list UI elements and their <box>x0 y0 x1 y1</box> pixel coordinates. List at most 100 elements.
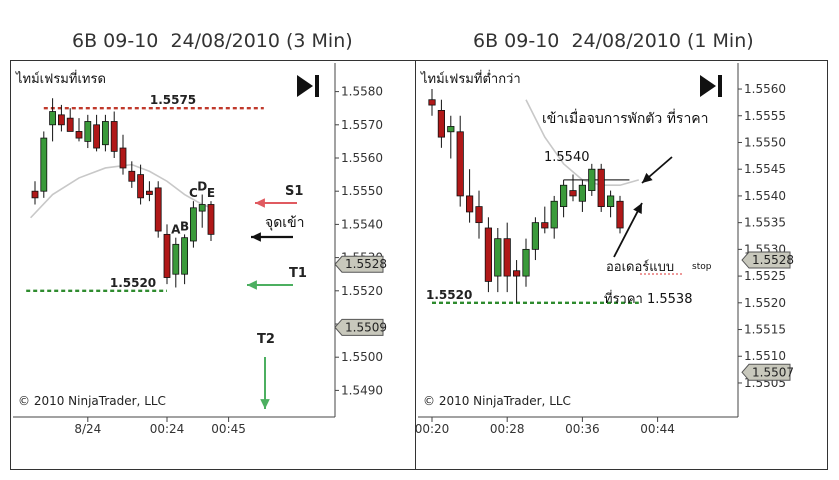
y-tick-label: 1.5545 <box>744 162 786 176</box>
annotation-entry-text: เข้าเมื่อจบการพักตัว ที่ราคา <box>542 109 709 127</box>
price-tag-label: 1.5528 <box>345 257 387 271</box>
candle-body <box>58 114 65 126</box>
moving-average-line <box>30 163 212 219</box>
chart-title-right: 6B 09-10 24/08/2010 (1 Min) <box>473 30 754 52</box>
candle-body <box>207 204 215 235</box>
candle-body <box>428 99 436 106</box>
annotation-order: ออเดอร์แบบ <box>606 259 674 275</box>
y-tick-label: 1.5540 <box>744 189 786 203</box>
candle-body <box>66 117 74 132</box>
arrow-s1-head <box>255 198 265 208</box>
candle-body <box>475 206 483 224</box>
candle-body <box>559 184 568 208</box>
x-tick-label: 00:24 <box>150 422 185 436</box>
candle-body <box>606 195 615 208</box>
candlestick-chart-right[interactable]: ไทม์เฟรมที่ต่ำกว่า © 2010 NinjaTrader, LL… <box>416 61 827 469</box>
candle-letter-label: C <box>189 186 198 200</box>
y-tick-label: 1.5490 <box>341 383 383 397</box>
chart-panel-left: ไทม์เฟรมที่เทรด © 2010 NinjaTrader, LLC 1.… <box>10 60 416 470</box>
play-to-end-icon <box>297 75 313 97</box>
copyright-label: © 2010 NinjaTrader, LLC <box>18 394 166 408</box>
candle-body <box>163 233 171 278</box>
y-tick-label: 1.5560 <box>341 151 383 165</box>
candle-body <box>189 207 197 242</box>
candle-body <box>597 168 605 208</box>
annotation-at-price: ที่ราคา 1.5538 <box>604 290 692 307</box>
annotation-t2: T2 <box>257 332 275 347</box>
x-tick-label: 00:45 <box>211 422 246 436</box>
candle-body <box>494 238 502 277</box>
candle-body <box>145 190 153 195</box>
annotation-price: 1.5540 <box>544 150 590 165</box>
level-label: 1.5520 <box>426 288 472 302</box>
arrow-t2-head <box>260 399 270 409</box>
candle-body <box>93 124 100 149</box>
candle-body <box>578 184 586 202</box>
x-tick-label: 00:44 <box>640 422 675 436</box>
level-label: 1.5575 <box>150 93 196 107</box>
candle-body <box>522 248 530 277</box>
y-tick-label: 1.5560 <box>744 82 786 96</box>
annotation-entry: จุดเข้า <box>265 215 305 231</box>
y-tick-label: 1.5520 <box>744 296 786 310</box>
price-tag <box>741 251 791 269</box>
y-tick-label: 1.5550 <box>341 184 383 198</box>
y-tick-label: 1.5555 <box>744 109 786 123</box>
candle-body <box>503 238 511 277</box>
candle-body <box>569 190 577 197</box>
y-tick-label: 1.5500 <box>341 350 383 364</box>
x-tick-label: 00:20 <box>416 422 449 436</box>
arrow-order-head <box>633 203 642 214</box>
chart-panel-right: ไทม์เฟรมที่ต่ำกว่า © 2010 NinjaTrader, LL… <box>415 60 828 470</box>
arrow-t1-head <box>247 280 257 290</box>
y-tick-label: 1.5540 <box>341 217 383 231</box>
play-to-end-icon-bar <box>718 75 722 97</box>
y-tick-label: 1.5550 <box>744 135 786 149</box>
annotation-t1: T1 <box>289 266 307 281</box>
level-label: 1.5520 <box>110 276 156 290</box>
arrow-order-shaft <box>613 202 643 258</box>
price-tag-label: 1.5528 <box>752 253 794 267</box>
play-to-end-icon <box>700 75 716 97</box>
y-tick-label: 1.5520 <box>341 284 383 298</box>
candle-body <box>456 131 464 197</box>
candle-body <box>75 131 83 139</box>
annotation-s1: S1 <box>285 184 303 199</box>
arrow-entry-head <box>642 172 653 183</box>
x-tick-label: 00:28 <box>490 422 525 436</box>
candle-body <box>513 270 521 277</box>
candle-body <box>31 190 39 199</box>
candle-body <box>198 204 206 212</box>
arrow-entry-head <box>251 232 261 242</box>
y-tick-label: 1.5535 <box>744 216 786 230</box>
copyright-label: © 2010 NinjaTrader, LLC <box>423 394 571 408</box>
candle-body <box>541 222 549 229</box>
candle-letter-label: B <box>180 219 189 233</box>
y-tick-label: 1.5525 <box>744 269 786 283</box>
candle-body <box>102 121 109 146</box>
x-tick-label: 00:36 <box>565 422 600 436</box>
play-to-end-icon-bar <box>315 75 319 97</box>
chart-subtitle: ไทม์เฟรมที่ต่ำกว่า <box>420 70 521 87</box>
candle-body <box>466 195 474 213</box>
chart-title-left: 6B 09-10 24/08/2010 (3 Min) <box>72 30 353 52</box>
candle-body <box>447 126 455 133</box>
candle-letter-label: A <box>171 223 181 237</box>
annotation-stop: stop <box>692 262 712 272</box>
candle-body <box>137 174 144 199</box>
candle-body <box>437 110 446 138</box>
chart-subtitle: ไทม์เฟรมที่เทรด <box>15 70 106 87</box>
candle-body <box>531 222 539 250</box>
candle-body <box>172 243 180 275</box>
candle-body <box>128 170 136 182</box>
candle-letter-label: E <box>207 186 215 200</box>
y-tick-label: 1.5515 <box>744 323 786 337</box>
candle-body <box>49 111 56 126</box>
candlestick-chart-left[interactable]: ไทม์เฟรมที่เทรด © 2010 NinjaTrader, LLC 1.… <box>11 61 415 469</box>
candle-body <box>119 147 127 169</box>
price-tag-label: 1.5509 <box>345 320 387 334</box>
price-tag <box>334 255 384 273</box>
candle-body <box>154 187 162 232</box>
x-tick-label: 8/24 <box>74 422 101 436</box>
price-tag-label: 1.5507 <box>752 365 794 379</box>
